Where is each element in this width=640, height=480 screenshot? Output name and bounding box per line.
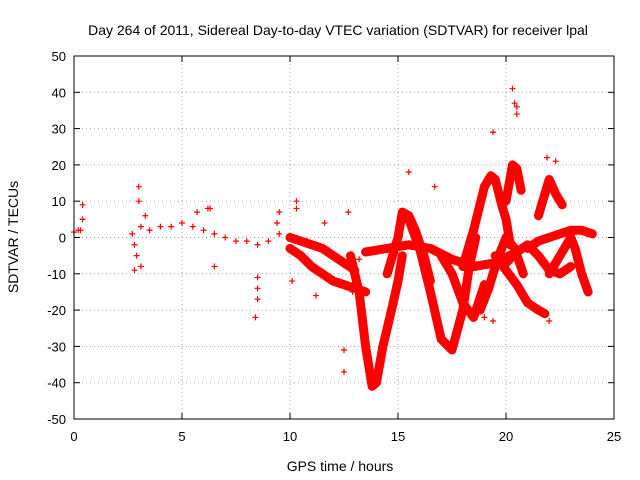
x-tick-label: 5	[178, 429, 185, 444]
x-tick-label: 0	[70, 429, 77, 444]
data-point	[552, 158, 559, 165]
data-point	[243, 238, 250, 245]
data-point	[135, 183, 142, 190]
data-point	[293, 198, 300, 205]
y-tick-label: 10	[52, 194, 66, 209]
data-point	[254, 285, 261, 292]
data-point	[289, 278, 296, 285]
data-point	[509, 85, 516, 92]
data-point	[481, 314, 488, 321]
data-point	[293, 205, 300, 212]
data-point	[312, 292, 319, 299]
data-point	[341, 368, 347, 375]
data-point	[341, 347, 347, 354]
ribbon-declining-arc-b	[285, 233, 360, 275]
data-point	[544, 154, 551, 161]
y-tick-label: 0	[59, 231, 66, 246]
y-tick-label: -40	[47, 376, 66, 391]
axis-ticks	[73, 55, 615, 420]
chart-title: Day 264 of 2011, Sidereal Day-to-day VTE…	[88, 22, 588, 38]
data-point	[194, 209, 201, 216]
data-point	[304, 238, 311, 245]
data-point	[490, 129, 497, 136]
y-tick-label: -20	[47, 303, 66, 318]
data-point	[131, 267, 138, 274]
y-tick-label: -30	[47, 339, 66, 354]
data-point	[189, 223, 196, 230]
data-point	[129, 230, 136, 237]
data-point	[79, 201, 86, 208]
data-point	[233, 238, 239, 245]
x-tick-label: 10	[283, 429, 297, 444]
data-point	[546, 317, 553, 324]
data-point	[513, 103, 520, 110]
y-tick-labels: 50 40 30 20 10 0 -10 -20 -30 -40 -50	[47, 49, 66, 427]
data-point	[207, 205, 214, 212]
ribbon-negative-dip	[346, 251, 407, 391]
data-point	[157, 223, 164, 230]
data-point	[211, 263, 218, 270]
data-point	[211, 230, 218, 237]
y-tick-label: -10	[47, 267, 66, 282]
data-point	[276, 209, 283, 216]
ribbon-fall-20-21-5	[490, 251, 550, 319]
data-point	[200, 227, 207, 234]
x-tick-labels: 0 5 10 15 20 25	[70, 429, 621, 444]
data-point	[254, 241, 261, 248]
data-point	[133, 252, 140, 259]
data-point	[137, 223, 144, 230]
data-point	[146, 227, 153, 234]
grid-lines	[74, 56, 614, 419]
ribbon-late-flat	[523, 225, 597, 253]
data-point	[77, 227, 84, 234]
data-point	[345, 209, 352, 216]
data-point	[405, 169, 412, 176]
ribbon-swoop-16-18	[404, 214, 481, 355]
data-point	[265, 238, 272, 245]
y-tick-label: 50	[52, 49, 66, 64]
data-point	[142, 212, 149, 219]
data-ribbons	[285, 160, 597, 391]
y-tick-label: 20	[52, 158, 66, 173]
data-point	[321, 219, 328, 226]
data-point	[513, 111, 520, 118]
data-point	[276, 230, 283, 237]
data-point	[254, 296, 261, 303]
data-point	[179, 219, 185, 226]
y-axis-label: SDTVAR / TECUs	[5, 181, 21, 293]
data-point	[252, 314, 259, 321]
x-axis-label: GPS time / hours	[287, 458, 394, 474]
ribbon-rise-19-5-21	[475, 233, 528, 315]
data-point	[131, 241, 138, 248]
data-point	[79, 216, 86, 223]
data-point	[254, 274, 261, 281]
data-point	[490, 317, 497, 324]
data-point	[287, 234, 293, 241]
ribbon-peak-19	[458, 171, 515, 271]
data-point	[349, 288, 356, 295]
ribbon-high-20-5	[501, 160, 526, 206]
data-point	[137, 263, 144, 270]
ribbon-declining-arc-a	[285, 243, 371, 297]
data-point	[222, 234, 229, 241]
data-point	[356, 256, 363, 263]
y-tick-label: 30	[52, 122, 66, 137]
data-point	[274, 219, 281, 226]
y-tick-label: 40	[52, 85, 66, 100]
data-point	[135, 198, 142, 205]
data-point	[511, 100, 518, 107]
data-point	[168, 223, 175, 230]
ribbon-scatter-22	[533, 174, 567, 221]
x-tick-label: 20	[499, 429, 513, 444]
y-tick-label: -50	[47, 412, 66, 427]
x-tick-label: 15	[391, 429, 405, 444]
x-tick-label: 25	[607, 429, 621, 444]
ribbon-late-dip	[544, 233, 593, 297]
data-point	[431, 183, 438, 190]
